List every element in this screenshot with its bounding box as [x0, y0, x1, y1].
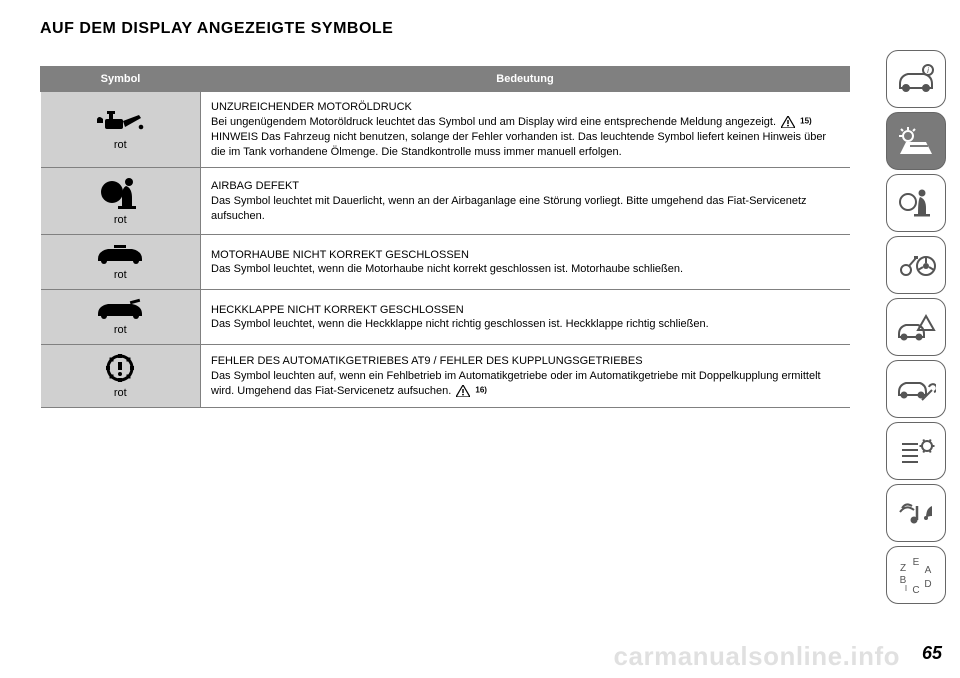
side-tab-list-gear[interactable]	[886, 422, 946, 480]
side-tabs: i EADCIBZ	[886, 50, 946, 604]
car-info-icon: i	[896, 62, 936, 96]
meaning-cell: FEHLER DES AUTOMATIKGETRIEBES AT9 / FEHL…	[201, 345, 850, 408]
warning-light-icon	[896, 124, 936, 158]
th-meaning: Bedeutung	[201, 67, 850, 92]
table-row: rot AIRBAG DEFEKTDas Symbol leuchtet mit…	[41, 168, 850, 235]
table-row: rot HECKKLAPPE NICHT KORREKT GESCHLOSSEN…	[41, 290, 850, 345]
meaning-cell: AIRBAG DEFEKTDas Symbol leuchtet mit Dau…	[201, 168, 850, 235]
side-tab-media[interactable]	[886, 484, 946, 542]
alphabet-icon: EADCIBZ	[896, 555, 936, 595]
symbol-cell: rot	[41, 92, 201, 168]
media-icon	[896, 496, 936, 530]
th-symbol: Symbol	[41, 67, 201, 92]
svg-text:B: B	[900, 575, 907, 586]
airbag-seat-icon	[896, 186, 936, 220]
side-tab-car-info[interactable]: i	[886, 50, 946, 108]
watermark: carmanualsonline.info	[614, 641, 900, 672]
symbol-color-label: rot	[114, 139, 127, 151]
symbol-color-label: rot	[114, 214, 127, 226]
svg-text:Z: Z	[900, 563, 906, 574]
svg-text:E: E	[913, 557, 920, 568]
symbol-color-label: rot	[114, 269, 127, 281]
symbol-table: Symbol Bedeutung rot UNZUREICHENDER MOTO…	[40, 66, 850, 408]
meaning-cell: HECKKLAPPE NICHT KORREKT GESCHLOSSENDas …	[201, 290, 850, 345]
table-row: rot UNZUREICHENDER MOTORÖLDRUCKBei ungen…	[41, 92, 850, 168]
symbol-cell: rot	[41, 345, 201, 408]
svg-text:C: C	[912, 585, 919, 595]
list-gear-icon	[896, 434, 936, 468]
symbol-cell: rot	[41, 290, 201, 345]
meaning-cell: UNZUREICHENDER MOTORÖLDRUCKBei ungenügen…	[201, 92, 850, 168]
symbol-color-label: rot	[114, 324, 127, 336]
side-tab-car-triangle[interactable]	[886, 298, 946, 356]
oil-can-icon	[95, 109, 145, 135]
side-tab-alphabet[interactable]: EADCIBZ	[886, 546, 946, 604]
key-wheel-icon	[896, 248, 936, 282]
side-tab-car-wrench[interactable]	[886, 360, 946, 418]
svg-text:D: D	[924, 579, 931, 590]
page-number: 65	[922, 643, 942, 664]
symbol-cell: rot	[41, 235, 201, 290]
gear-warning-icon	[103, 353, 137, 383]
symbol-color-label: rot	[114, 387, 127, 399]
car-hood-icon	[94, 243, 146, 265]
car-trunk-icon	[94, 298, 146, 320]
airbag-icon	[98, 176, 142, 210]
car-triangle-icon	[896, 310, 936, 344]
warning-triangle-icon	[781, 116, 795, 128]
table-row: rot FEHLER DES AUTOMATIKGETRIEBES AT9 / …	[41, 345, 850, 408]
side-tab-airbag-seat[interactable]	[886, 174, 946, 232]
page-title: AUF DEM DISPLAY ANGEZEIGTE SYMBOLE	[40, 20, 850, 38]
side-tab-warning-light[interactable]	[886, 112, 946, 170]
side-tab-key-wheel[interactable]	[886, 236, 946, 294]
svg-text:i: i	[927, 66, 929, 75]
svg-text:A: A	[925, 565, 932, 576]
table-row: rot MOTORHAUBE NICHT KORREKT GESCHLOSSEN…	[41, 235, 850, 290]
symbol-cell: rot	[41, 168, 201, 235]
car-wrench-icon	[896, 372, 936, 406]
warning-triangle-icon	[456, 385, 470, 397]
meaning-cell: MOTORHAUBE NICHT KORREKT GESCHLOSSENDas …	[201, 235, 850, 290]
